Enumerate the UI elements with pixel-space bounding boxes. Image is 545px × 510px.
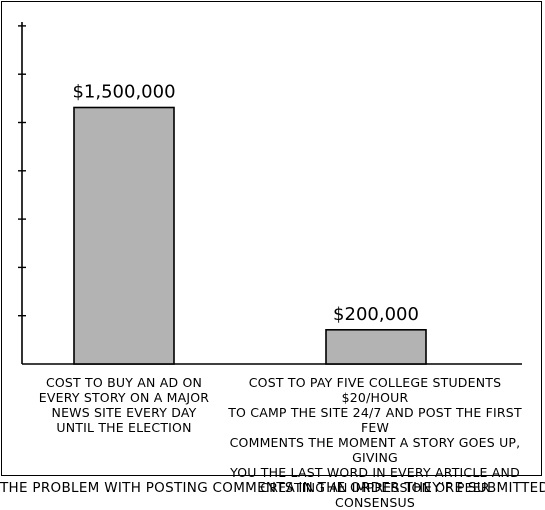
bar: [325, 328, 427, 365]
category-label: COST TO BUY AN AD ON EVERY STORY ON A MA…: [38, 375, 210, 435]
bars: [73, 106, 427, 365]
bar-chart: $1,500,000 $200,000: [18, 22, 522, 365]
bar-value-label: $200,000: [333, 304, 419, 325]
data-labels: $1,500,000 $200,000: [72, 82, 418, 325]
bar-value-label: $1,500,000: [72, 82, 175, 103]
comic-caption: THE PROBLEM WITH POSTING COMMENTS IN THE…: [0, 480, 545, 496]
bar: [73, 106, 175, 365]
category-label: COST TO PAY FIVE COLLEGE STUDENTS $20/HO…: [228, 375, 522, 510]
